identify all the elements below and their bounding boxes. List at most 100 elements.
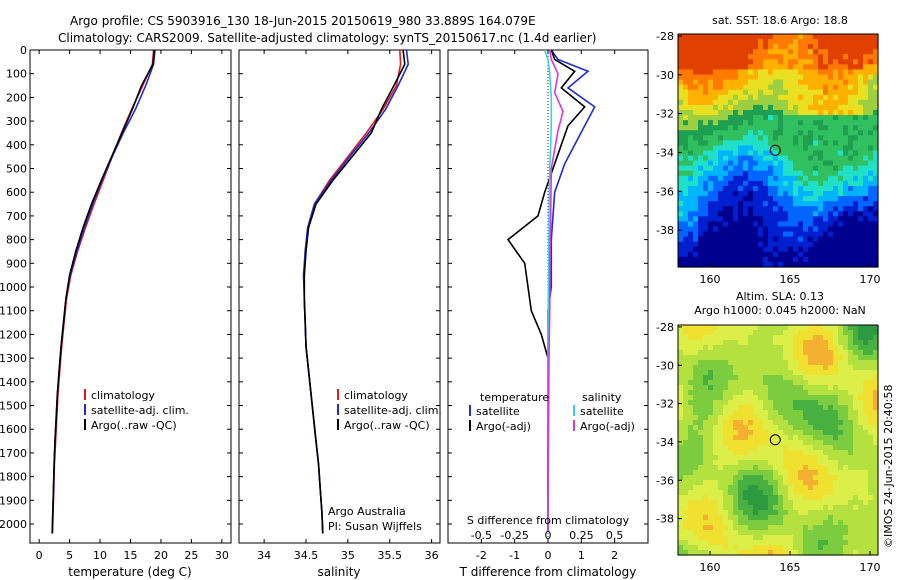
heatmap-cell [688,435,694,441]
heatmap-cell [693,530,699,536]
heatmap-cell [843,435,849,441]
heatmap-cell [758,550,764,556]
heatmap-cell [853,405,859,411]
heatmap-cell [863,425,869,431]
heatmap-cell [873,241,879,248]
heatmap-cell [778,94,784,101]
heatmap-cell [713,415,719,421]
heatmap-cell [873,130,879,136]
heatmap-cell [678,236,684,243]
heatmap-cell [763,405,769,411]
heatmap-cell [838,49,844,55]
heatmap-cell [723,180,729,187]
heatmap-cell [703,201,709,207]
heatmap-cell [803,410,809,416]
heatmap-cell [678,196,684,202]
heatmap-cell [738,74,744,81]
heatmap-cell [813,480,819,486]
heatmap-cell [703,125,709,131]
heatmap-cell [813,175,819,182]
heatmap-cell [788,475,794,481]
heatmap-cell [843,515,849,521]
heatmap-cell [768,490,774,496]
heatmap-cell [863,241,869,248]
heatmap-cell [833,505,839,511]
heatmap-cell [698,99,704,106]
heatmap-cell [803,49,809,55]
heatmap-cell [763,400,769,406]
heatmap-cell [768,505,774,511]
heatmap-cell [718,251,724,258]
heatmap-cell [858,256,864,263]
heatmap-cell [818,550,824,556]
heatmap-cell [738,104,744,111]
heatmap-cell [828,550,834,556]
heatmap-cell [783,170,789,177]
heatmap-cell [708,150,714,157]
heatmap-cell [853,64,859,71]
heatmap-cell [678,99,684,106]
heatmap-cell [788,44,794,50]
heatmap-cell [708,445,714,451]
heatmap-cell [698,74,704,81]
heatmap-cell [838,109,844,116]
heatmap-cell [793,261,799,268]
heatmap-cell [693,130,699,136]
heatmap-cell [828,34,834,40]
heatmap-cell [793,206,799,212]
heatmap-cell [783,450,789,456]
heatmap-cell [703,49,709,55]
heatmap-cell [823,420,829,426]
heatmap-cell [813,370,819,376]
heatmap-cell [718,340,724,346]
heatmap-cell [758,226,764,233]
heatmap-cell [768,470,774,476]
heatmap-cell [863,450,869,456]
heatmap-cell [723,89,729,96]
heatmap-cell [683,69,689,76]
heatmap-cell [843,350,849,356]
heatmap-cell [823,89,829,96]
heatmap-cell [808,185,814,192]
heatmap-cell [788,125,794,131]
heatmap-cell [723,34,729,40]
heatmap-cell [713,395,719,401]
heatmap-cell [848,460,854,466]
heatmap-cell [863,360,869,366]
heatmap-cell [718,495,724,501]
heatmap-cell [728,380,734,386]
heatmap-cell [823,34,829,40]
heatmap-cell [698,165,704,172]
heatmap-cell [703,180,709,187]
heatmap-cell [813,180,819,187]
heatmap-cell [863,130,869,136]
heatmap-cell [728,515,734,521]
heatmap-cell [723,390,729,396]
heatmap-cell [828,345,834,351]
heatmap-cell [858,74,864,81]
heatmap-cell [768,420,774,426]
heatmap-cell [758,505,764,511]
heatmap-cell [778,115,784,121]
x-tick-label: 1 [578,549,585,562]
heatmap-cell [788,335,794,341]
heatmap-cell [788,490,794,496]
heatmap-cell [723,69,729,76]
heatmap-cell [718,345,724,351]
heatmap-cell [723,120,729,126]
heatmap-cell [773,135,779,141]
heatmap-cell [808,84,814,91]
heatmap-cell [863,221,869,228]
heatmap-cell [838,380,844,386]
heatmap-cell [823,465,829,471]
heatmap-cell [763,49,769,55]
heatmap-cell [738,59,744,65]
heatmap-cell [793,535,799,541]
heatmap-cell [833,385,839,391]
heatmap-cell [703,360,709,366]
heatmap-cell [853,490,859,496]
heatmap-cell [873,360,879,366]
heatmap-cell [688,180,694,187]
heatmap-cell [808,465,814,471]
heatmap-cell [708,94,714,101]
